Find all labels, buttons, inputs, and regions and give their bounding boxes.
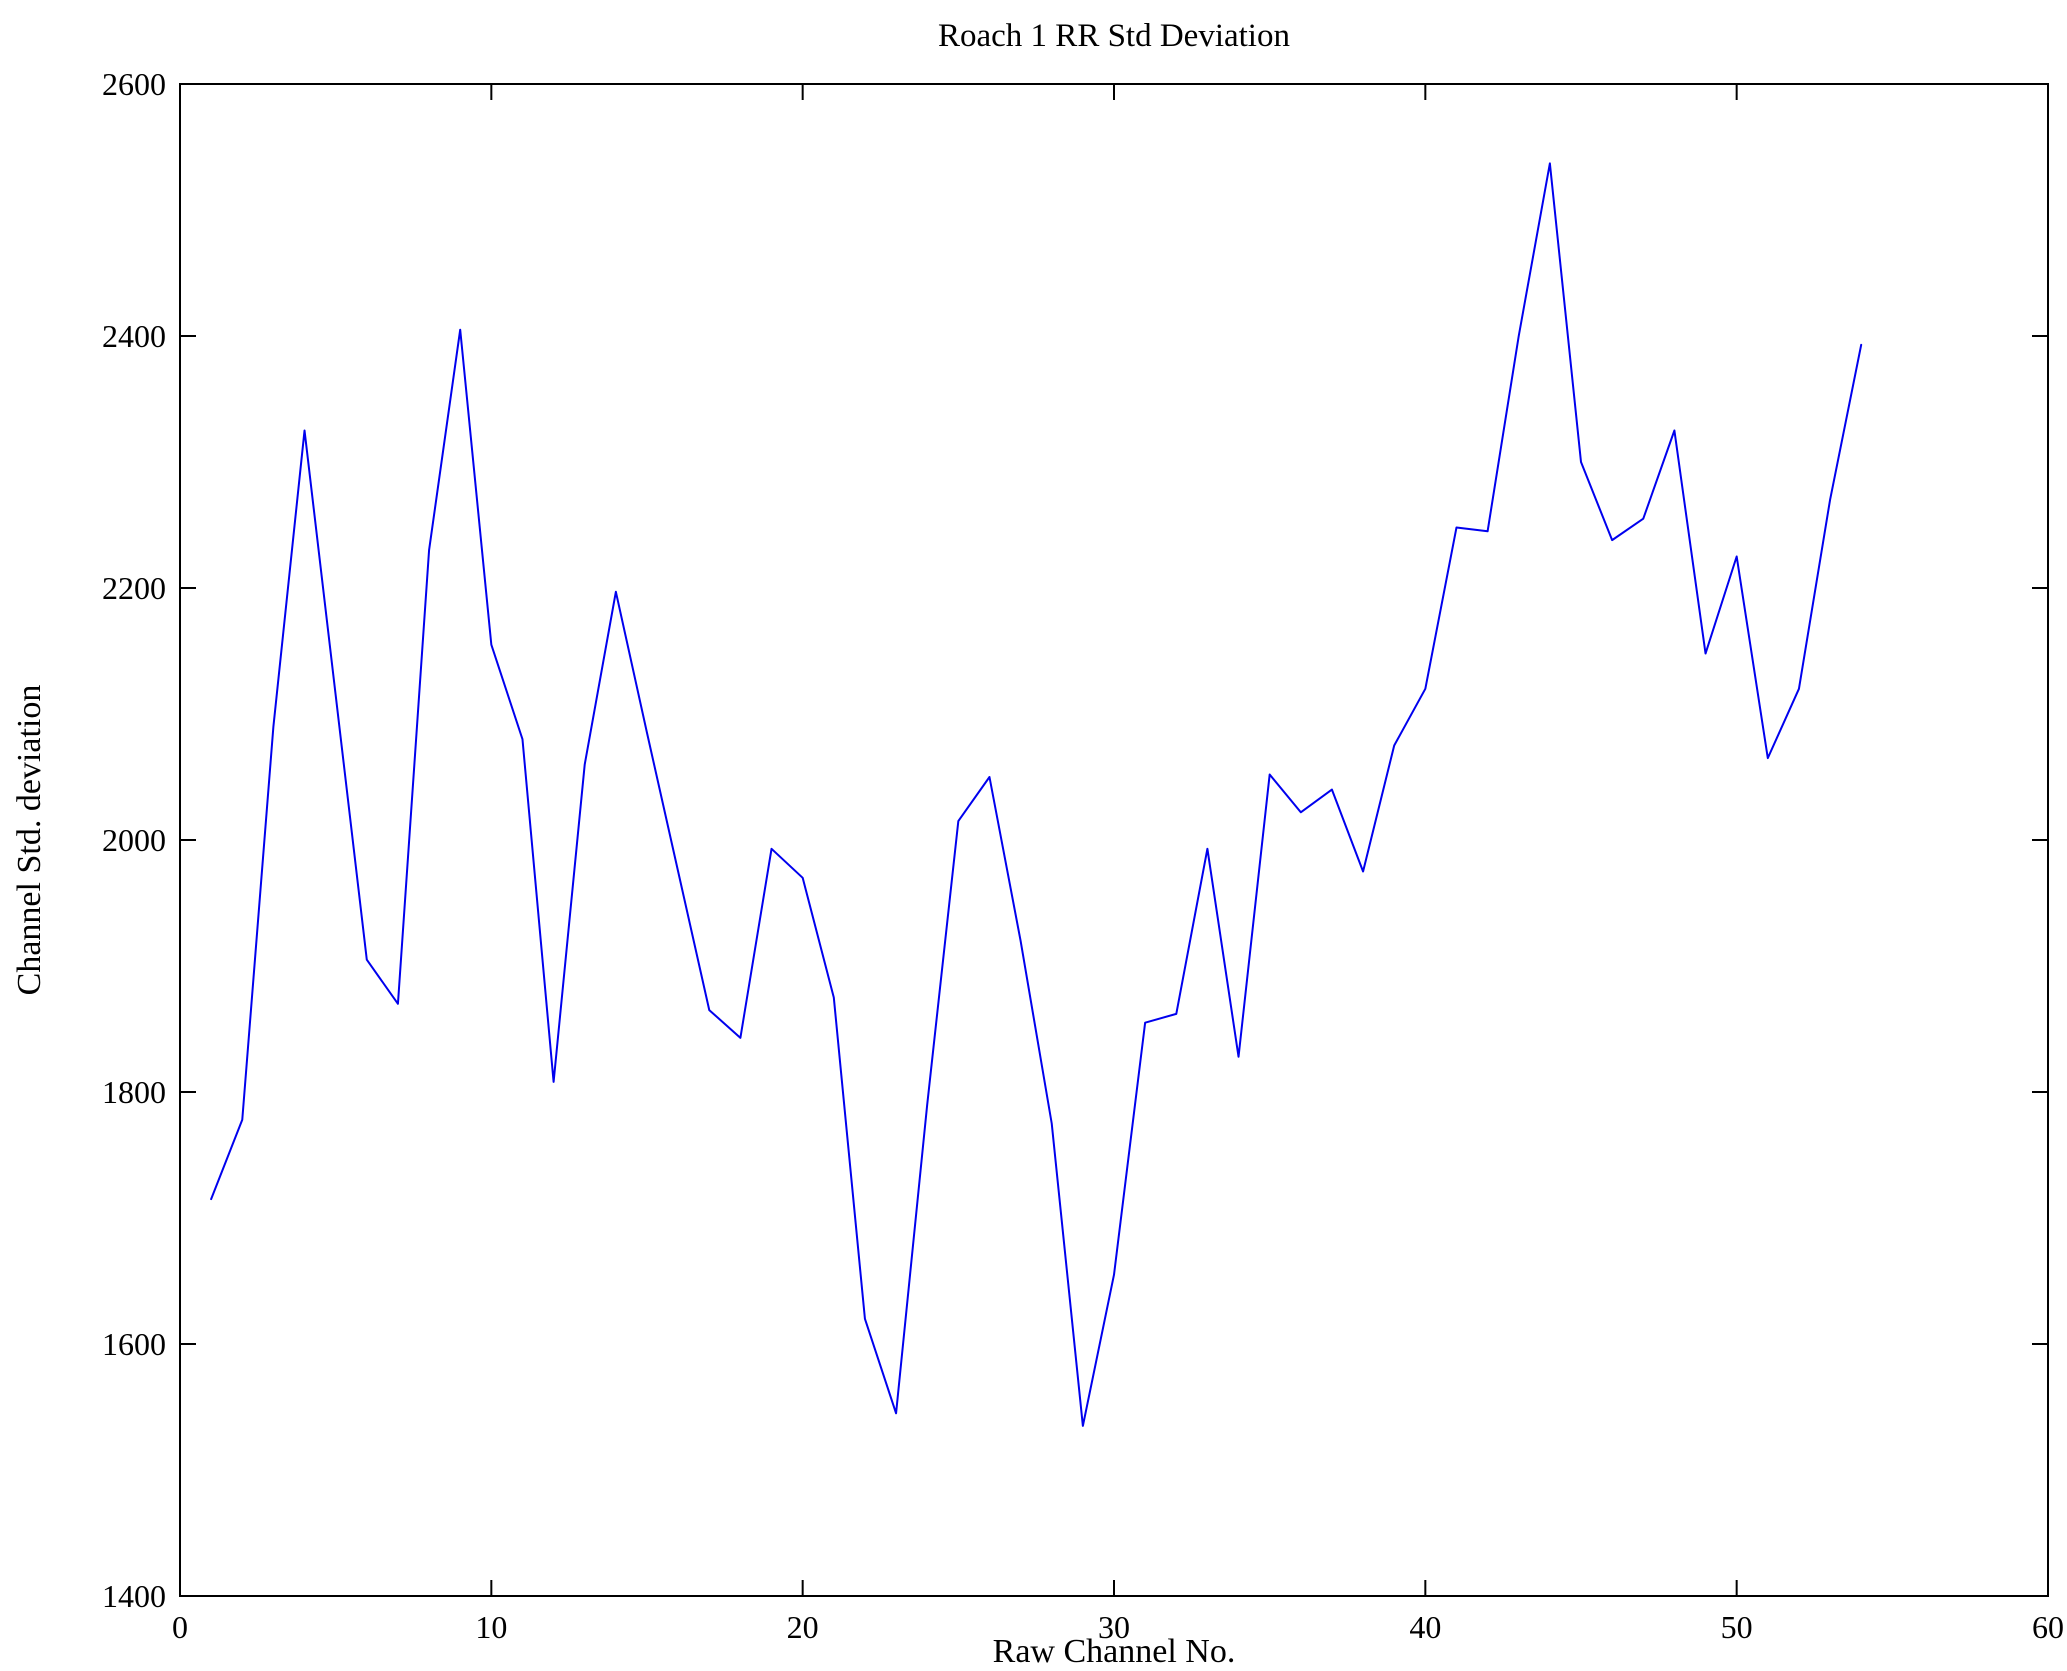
y-tick-label: 2400 (102, 318, 166, 354)
y-tick-label: 1600 (102, 1326, 166, 1362)
y-tick-label: 1400 (102, 1578, 166, 1614)
plot-area (180, 84, 2048, 1596)
line-series (210, 162, 1863, 1427)
x-tick-label: 60 (2032, 1609, 2064, 1645)
x-tick-label: 20 (787, 1609, 819, 1645)
x-tick-label: 30 (1098, 1609, 1130, 1645)
series-polyline (210, 162, 1863, 1427)
y-tick-label: 2600 (102, 66, 166, 102)
x-tick-label: 10 (475, 1609, 507, 1645)
axis-ticks (179, 83, 2049, 1597)
x-axis-label: Raw Channel No. (993, 1633, 1236, 1670)
y-tick-label: 2000 (102, 822, 166, 858)
y-tick-label: 1800 (102, 1074, 166, 1110)
tick-labels: 0 10 20 30 40 50 60 1400 1600 1800 2000 2200 2400 260… (102, 66, 2064, 1645)
x-tick-label: 40 (1409, 1609, 1441, 1645)
x-tick-label: 0 (172, 1609, 188, 1645)
y-axis-label: Channel Std. deviation (11, 685, 48, 996)
y-tick-label: 2200 (102, 570, 166, 606)
x-tick-label: 50 (1721, 1609, 1753, 1645)
chart-title: Roach 1 RR Std Deviation (938, 18, 1290, 54)
